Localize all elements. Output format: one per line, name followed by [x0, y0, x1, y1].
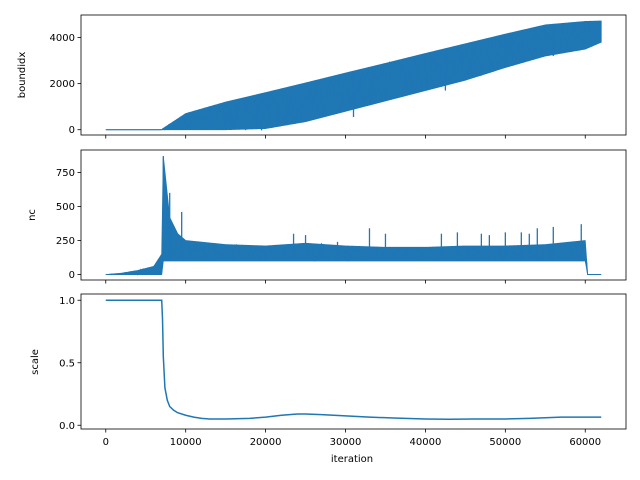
- scale-xtick-label-4: 40000: [410, 437, 442, 448]
- boundidx-ticks: 0 2000 4000: [50, 33, 586, 139]
- boundidx-ytick-label-0: 0: [69, 125, 75, 136]
- nc-series-line: [105, 184, 602, 276]
- scale-ytick-label-0: 0.0: [59, 421, 75, 432]
- boundidx-ylabel: boundidx: [17, 52, 28, 99]
- scale-ylabel: scale: [30, 349, 41, 375]
- nc-ytick-label-2: 500: [56, 202, 75, 213]
- subplot-scale: 0 10000 20000 30000 40000 50000 60000 0.0 0.5 1.0…: [30, 293, 627, 465]
- subplot-boundidx: 0 2000 4000 boundidx: [17, 14, 627, 139]
- scale-xtick-label-2: 20000: [250, 437, 282, 448]
- boundidx-ytick-label-2: 4000: [50, 33, 75, 44]
- subplot-nc: 0 250 500 750 nc: [27, 149, 627, 284]
- boundidx-axes-frame: [80, 14, 627, 136]
- nc-ticks: 0 250 500 750: [56, 168, 586, 284]
- boundidx-plot-area: [105, 20, 602, 131]
- nc-ytick-label-1: 250: [56, 236, 75, 247]
- scale-xtick-label-5: 50000: [489, 437, 521, 448]
- scale-xtick-label-1: 10000: [170, 437, 202, 448]
- scale-xtick-label-6: 60000: [569, 437, 601, 448]
- scale-ticks: 0 10000 20000 30000 40000 50000 60000 0.0 0.5 1.0: [59, 296, 601, 448]
- nc-axes-frame: [80, 149, 627, 281]
- scale-plot-area: [105, 299, 602, 421]
- scale-ytick-label-2: 1.0: [59, 296, 75, 307]
- scale-xtick-label-0: 0: [103, 437, 109, 448]
- nc-series-band: [105, 156, 602, 275]
- scale-ytick-label-1: 0.5: [59, 358, 75, 369]
- scale-axes-frame: [80, 293, 627, 430]
- nc-plot-area: [105, 156, 602, 276]
- nc-ylabel: nc: [27, 209, 38, 221]
- boundidx-ytick-label-1: 2000: [50, 79, 75, 90]
- scale-xtick-label-3: 30000: [330, 437, 362, 448]
- nc-ytick-label-3: 750: [56, 168, 75, 179]
- nc-ytick-label-0: 0: [69, 270, 75, 281]
- scale-xlabel: iteration: [331, 454, 373, 465]
- scale-series-line: [105, 299, 602, 421]
